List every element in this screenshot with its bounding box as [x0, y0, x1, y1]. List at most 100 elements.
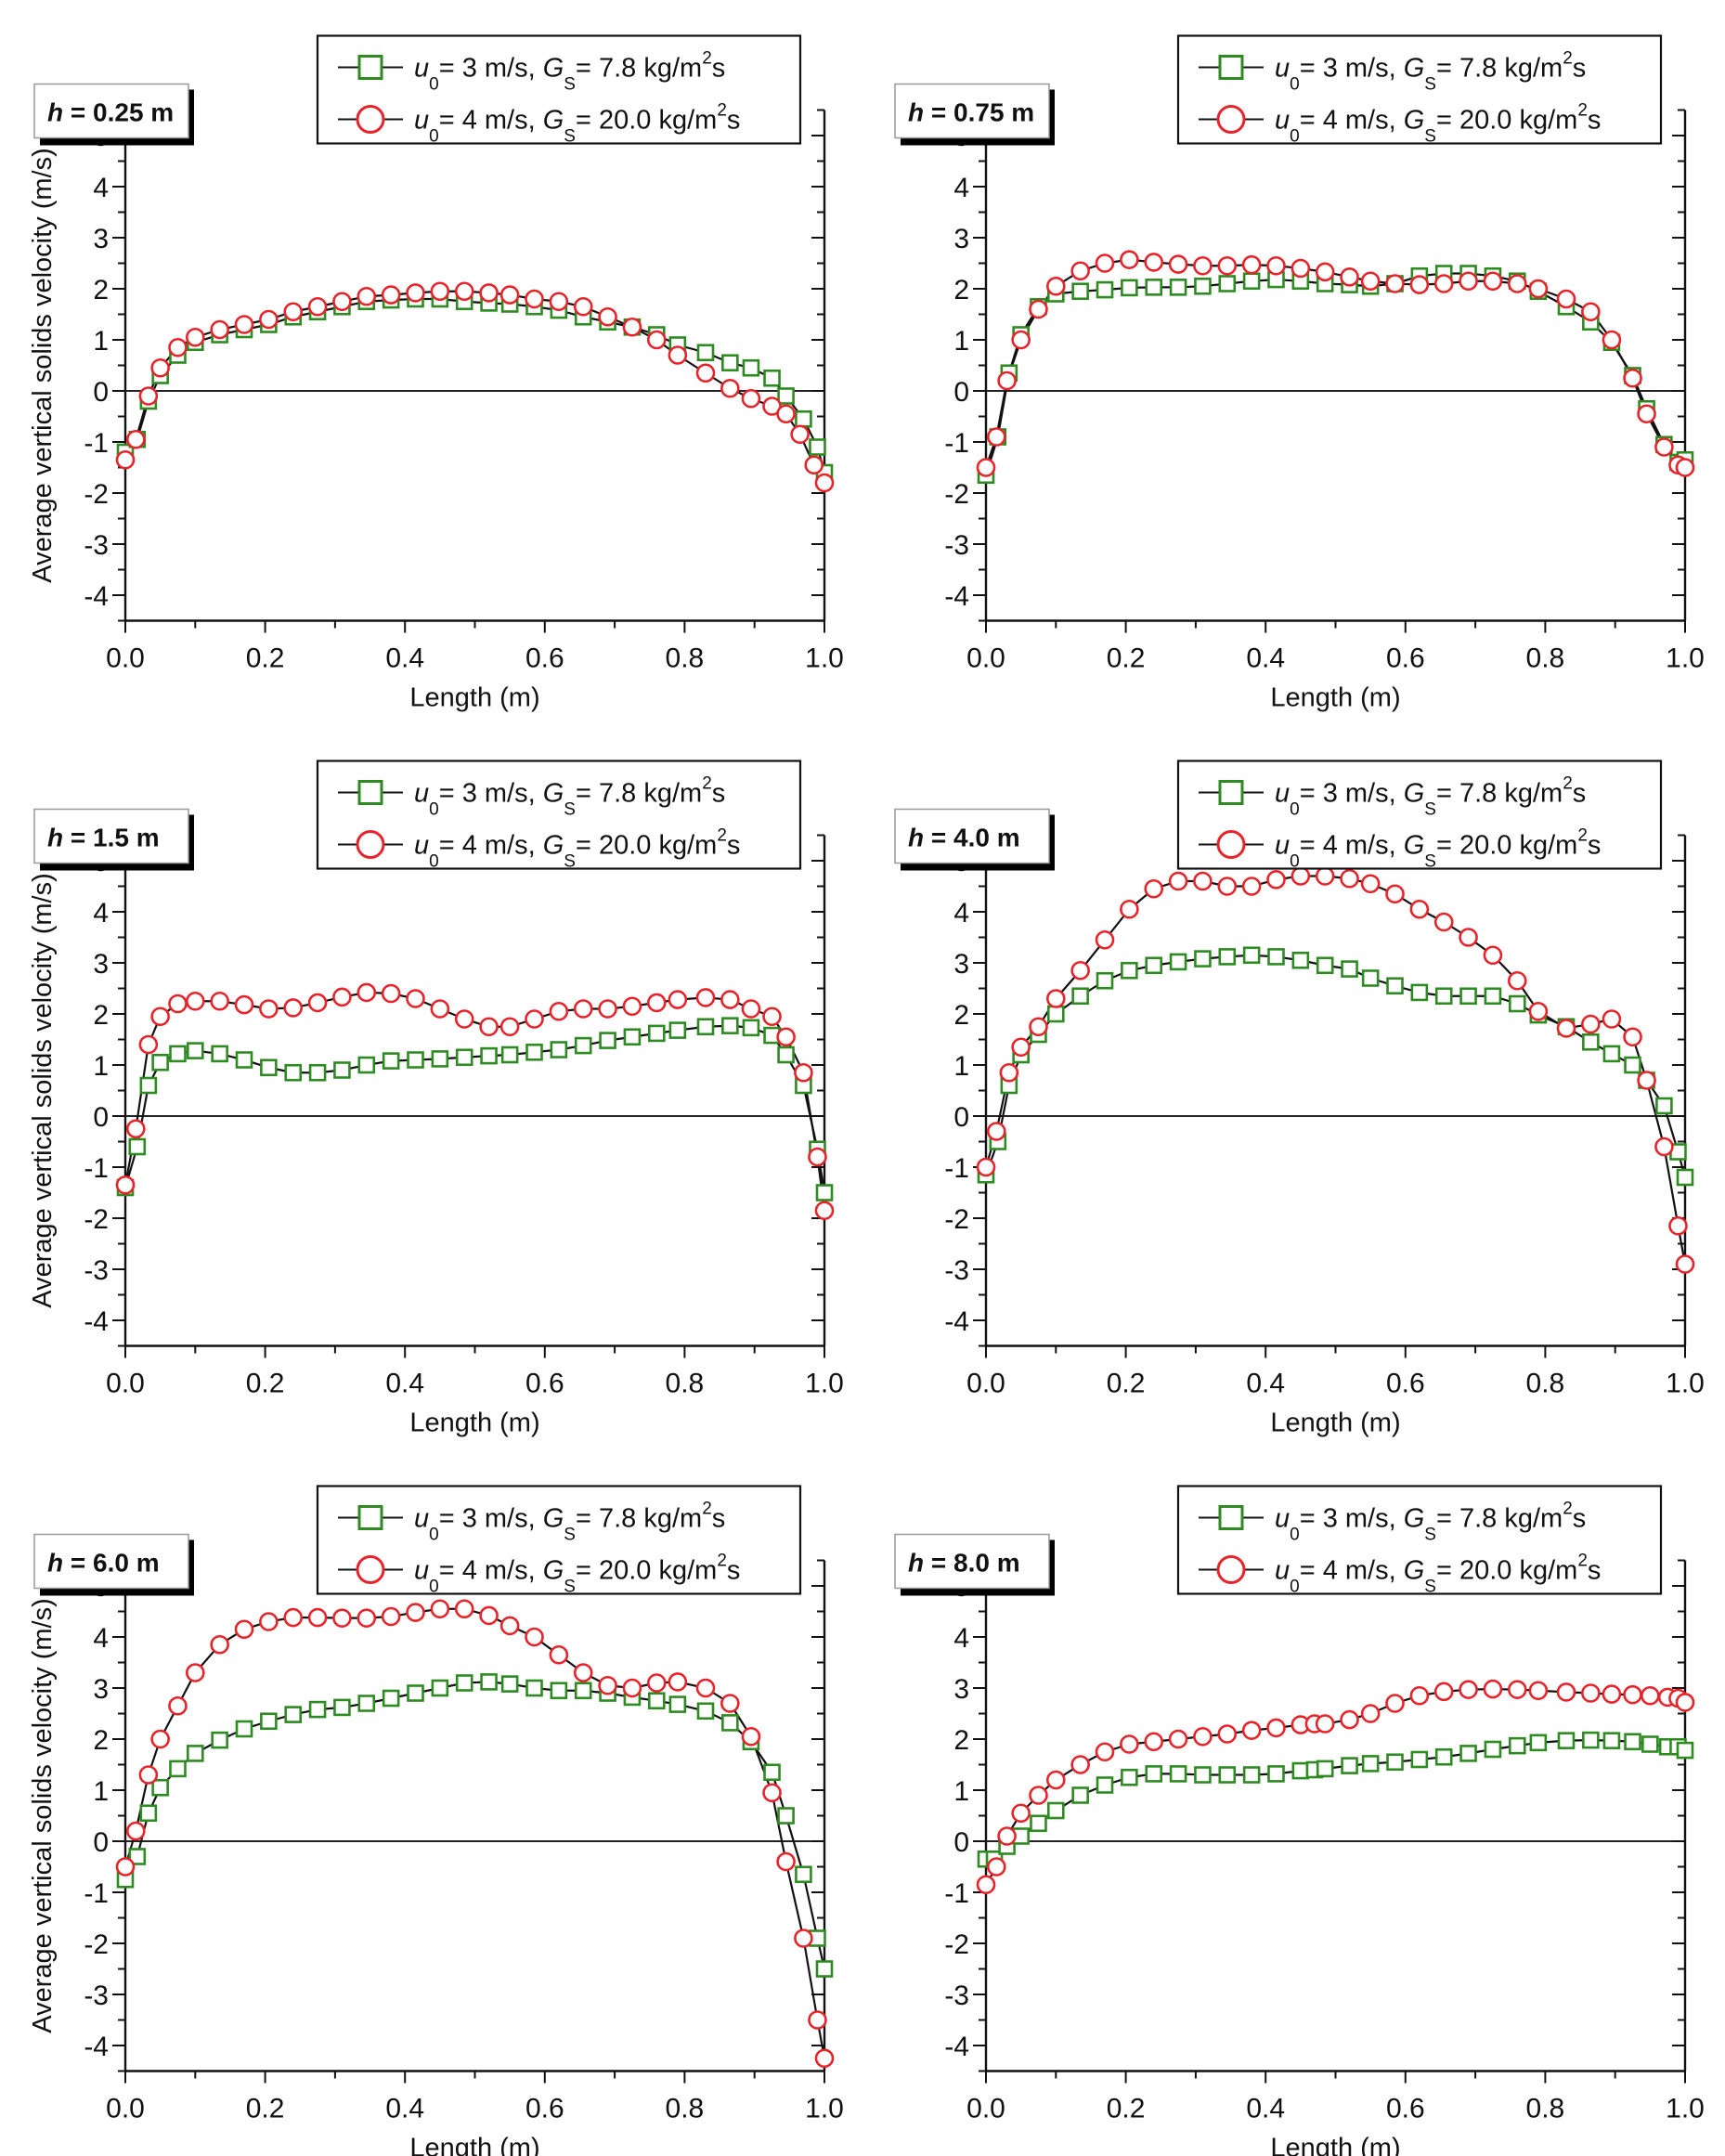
- legend-part1: = 4 m/s,: [1300, 1556, 1404, 1586]
- data-point-square: [407, 1051, 424, 1069]
- legend-var-u: u: [1275, 106, 1290, 136]
- data-point-square: [1641, 1735, 1659, 1753]
- legend-sup-2: 2: [1577, 101, 1588, 121]
- data-point-circle: [1315, 262, 1335, 282]
- data-point-circle: [668, 345, 688, 365]
- legend-var-g: G: [1404, 1504, 1425, 1534]
- data-point-circle: [381, 285, 401, 305]
- legend-sub-0: 0: [1290, 1578, 1300, 1597]
- data-point-square: [696, 1702, 715, 1721]
- legend-part2: = 7.8 kg/m: [1436, 779, 1563, 809]
- data-point-circle: [1623, 1684, 1642, 1705]
- data-point-circle: [138, 1034, 159, 1055]
- y-tick-label: 0: [93, 1827, 109, 1858]
- y-tick-label: -2: [944, 1929, 969, 1960]
- data-point-square: [1316, 1760, 1334, 1778]
- y-tick-label: 1: [93, 326, 109, 357]
- data-point-circle: [168, 337, 188, 357]
- x-tick-label: 1.0: [805, 643, 844, 674]
- legend-square-icon: [357, 780, 383, 805]
- y-tick-label: -1: [944, 428, 969, 459]
- legend-sub-0: 0: [1290, 800, 1300, 820]
- y-tick-label: 4: [953, 1623, 969, 1654]
- data-point-circle: [1556, 1019, 1576, 1038]
- data-point-circle: [259, 309, 279, 330]
- data-point-circle: [454, 281, 474, 302]
- panel-label-box: [894, 83, 1050, 139]
- panel-label-value: = 4.0 m: [924, 824, 1020, 852]
- data-point-circle: [1046, 989, 1066, 1008]
- legend-sub-s: S: [1424, 1526, 1436, 1545]
- legend-part2: = 7.8 kg/m: [576, 1504, 702, 1534]
- legend-part1: = 3 m/s,: [439, 54, 543, 84]
- data-point-circle: [234, 1619, 254, 1640]
- data-point-circle: [259, 999, 279, 1019]
- legend-part2: = 20.0 kg/m: [1436, 106, 1577, 136]
- data-point-circle: [1095, 253, 1115, 273]
- legend-sup-2: 2: [1577, 1552, 1588, 1571]
- x-axis-title: Length (m): [409, 1409, 539, 1438]
- data-point-circle: [1291, 258, 1311, 279]
- data-point-circle: [804, 455, 824, 475]
- data-point-circle: [115, 1857, 136, 1877]
- data-point-circle: [762, 1783, 782, 1803]
- data-point-circle: [1340, 267, 1359, 287]
- x-tick-label: 1.0: [1666, 2094, 1705, 2124]
- data-point-circle: [430, 999, 450, 1019]
- x-tick-label: 0.2: [246, 2094, 285, 2124]
- legend-label-2: u0= 4 m/s, GS= 20.0 kg/m2s: [414, 826, 740, 872]
- x-tick-label: 0.0: [106, 1369, 145, 1399]
- legend-part3: s: [727, 831, 741, 861]
- data-point-square: [1557, 1732, 1576, 1749]
- panel-label: h = 1.5 m: [47, 824, 160, 852]
- data-point-circle: [794, 1929, 813, 1948]
- data-point-square: [1218, 948, 1237, 966]
- y-tick-label: -4: [84, 2032, 109, 2062]
- legend-var-g: G: [1404, 1556, 1425, 1586]
- data-point-square: [1410, 1750, 1429, 1769]
- data-point-circle: [357, 1608, 377, 1628]
- x-tick-label: 0.0: [106, 2094, 145, 2124]
- data-point-circle: [720, 1694, 740, 1713]
- data-point-circle: [1193, 255, 1213, 276]
- x-axis-title: Length (m): [1270, 1409, 1400, 1438]
- y-tick-label: 1: [953, 1051, 969, 1082]
- data-point-square: [500, 1046, 519, 1064]
- data-point-circle: [1409, 899, 1430, 919]
- legend-box: [316, 34, 802, 145]
- data-point-circle: [1385, 274, 1405, 293]
- data-point-square: [455, 1048, 473, 1067]
- y-tick-label: 3: [93, 1674, 109, 1705]
- data-point-circle: [808, 1147, 827, 1167]
- data-point-square: [1624, 1056, 1641, 1074]
- panel-label: h = 0.25 m: [47, 98, 174, 127]
- data-point-square: [1316, 956, 1334, 975]
- x-tick-label: 0.6: [1386, 2094, 1425, 2124]
- legend-sub-s: S: [1424, 1578, 1436, 1597]
- data-point-square: [139, 1804, 158, 1823]
- data-point-circle: [1217, 877, 1238, 896]
- data-point-circle: [479, 283, 499, 303]
- data-point-square: [1459, 1745, 1477, 1762]
- legend-part1: = 3 m/s,: [1300, 1504, 1404, 1534]
- data-point-square: [1071, 1786, 1089, 1804]
- data-point-circle: [573, 296, 593, 317]
- legend-sub-s: S: [1424, 852, 1436, 872]
- legend-part2: = 7.8 kg/m: [576, 54, 702, 84]
- data-point-circle: [741, 1726, 761, 1747]
- data-point-circle: [695, 988, 716, 1007]
- data-point-square: [1242, 946, 1261, 965]
- data-point-circle: [741, 999, 761, 1019]
- x-tick-label: 0.6: [525, 1369, 564, 1399]
- data-point-square: [455, 1674, 473, 1692]
- data-point-circle: [1459, 271, 1478, 292]
- legend-var-u: u: [414, 1504, 429, 1534]
- legend-sub-s: S: [564, 75, 576, 95]
- y-tick-label: -4: [84, 1306, 109, 1337]
- series-line-2: [123, 1607, 826, 2059]
- legend-part3: s: [712, 1504, 726, 1534]
- data-point-square: [1676, 1741, 1694, 1760]
- data-point-circle: [1459, 928, 1478, 947]
